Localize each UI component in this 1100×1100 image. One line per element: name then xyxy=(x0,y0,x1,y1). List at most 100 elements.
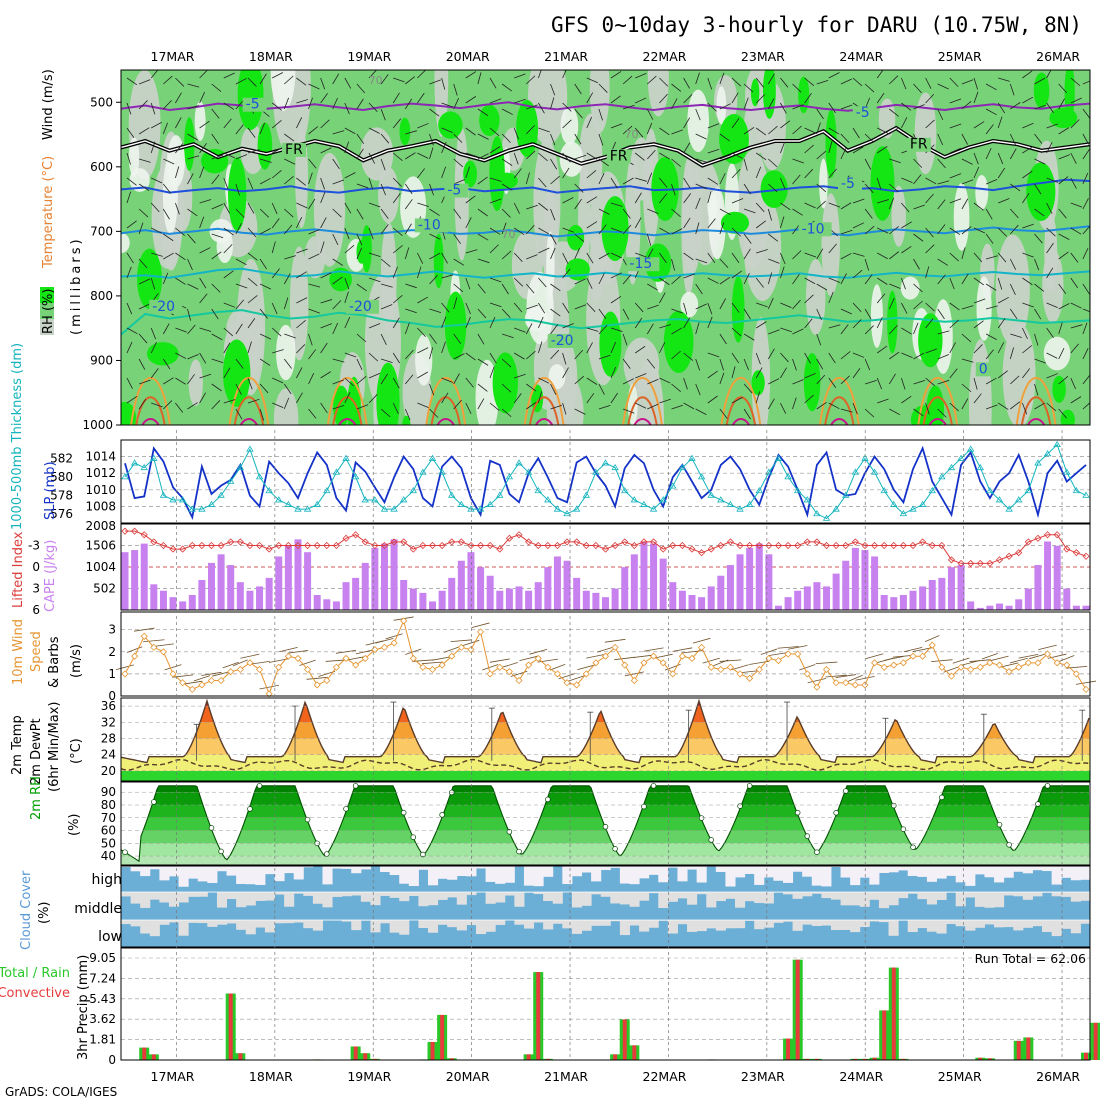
warm-isotherm xyxy=(627,396,658,425)
rh-dry-region xyxy=(891,185,906,247)
wind-barb xyxy=(913,158,923,168)
wind-barb xyxy=(453,283,464,293)
wind-barb xyxy=(1070,97,1082,104)
rh-point xyxy=(602,824,609,830)
cape-bar xyxy=(871,556,879,610)
rh-moist-region xyxy=(918,313,943,368)
slp-frame xyxy=(120,439,1091,524)
li-point xyxy=(573,538,581,546)
cape-bar xyxy=(736,554,744,610)
cape-bar xyxy=(1044,541,1052,610)
cloud-clear-cell xyxy=(533,866,544,887)
wind-barb xyxy=(998,77,1010,82)
wind-barb xyxy=(477,176,488,185)
precip-convective-bar xyxy=(622,1019,627,1060)
wind-barb xyxy=(272,349,284,354)
wind-barb xyxy=(828,72,840,79)
cloud-clear-cell xyxy=(1013,920,1024,931)
wind-barb xyxy=(719,258,729,269)
wind-barb xyxy=(574,198,582,210)
rh-moist-region xyxy=(887,290,898,354)
wind-barb xyxy=(889,183,899,193)
precip-convective-bar xyxy=(872,1057,877,1060)
wind-barb xyxy=(235,99,245,110)
wind-barb xyxy=(816,358,824,370)
pressure-tick-label: 800 xyxy=(90,289,113,303)
cloud-clear-cell xyxy=(735,920,746,929)
surface-barb xyxy=(596,646,615,653)
wind-barb xyxy=(138,158,151,163)
wind-barb xyxy=(465,249,478,254)
thickness-point xyxy=(188,505,196,512)
wind-barb xyxy=(513,152,519,165)
wind-barb xyxy=(671,129,683,135)
wind-barb xyxy=(151,121,162,129)
wind-barb xyxy=(211,108,220,119)
cape-bar xyxy=(726,565,734,610)
thickness-point xyxy=(851,468,860,475)
wind-barb xyxy=(550,404,563,410)
surface-barb xyxy=(143,639,165,643)
wind-barb xyxy=(671,183,676,196)
precip-convective-bar xyxy=(1026,1037,1031,1060)
wind-barb xyxy=(175,143,184,154)
wind-barb xyxy=(792,125,802,135)
wind-barb xyxy=(1082,402,1090,410)
wind-barb xyxy=(477,133,489,140)
wind-barb xyxy=(1058,233,1070,241)
wind-barb xyxy=(949,342,956,354)
wind-barb xyxy=(913,174,922,185)
wind-barb xyxy=(913,204,925,210)
wind-barb xyxy=(889,251,900,260)
wind-barb xyxy=(308,97,313,110)
cape-bar xyxy=(1082,605,1090,610)
wind-barb xyxy=(743,308,751,320)
wind-barb xyxy=(767,272,773,285)
wind-barb xyxy=(211,233,224,239)
wind-tick-label: 2 xyxy=(108,645,116,659)
cloud-clear-cell xyxy=(725,892,736,899)
wind-barb xyxy=(804,168,814,179)
rh-tick-label: 40 xyxy=(101,849,116,863)
wind-barb xyxy=(792,328,804,335)
wind-barb xyxy=(695,222,700,235)
cloud-clear-cell xyxy=(610,892,621,904)
wind-barb xyxy=(465,152,478,158)
thickness-point xyxy=(419,468,427,475)
cloud-clear-cell xyxy=(715,866,726,872)
wind-barb xyxy=(320,147,332,154)
wind-barb xyxy=(550,247,556,260)
wind-barb xyxy=(804,318,813,329)
wind-barb xyxy=(925,93,935,104)
cloud-clear-cell xyxy=(687,866,698,870)
wind-barb xyxy=(743,273,750,285)
wind-barb xyxy=(780,202,791,211)
wind-barb xyxy=(1058,303,1070,310)
surface-barb xyxy=(182,680,203,685)
wind-barb xyxy=(889,351,900,360)
cloud-clear-cell xyxy=(475,920,487,935)
rh-very-dry-region xyxy=(975,174,989,210)
wind-barb xyxy=(852,269,863,279)
thickness-point xyxy=(409,486,418,494)
wind-barb xyxy=(235,283,248,289)
wind-barb xyxy=(695,322,700,335)
rh-point xyxy=(891,802,897,809)
wind-barb xyxy=(138,398,147,410)
cloud-clear-cell xyxy=(332,892,343,897)
rh-dry-region xyxy=(380,222,397,334)
thickness-point xyxy=(649,505,658,512)
contour-label-bg xyxy=(282,142,307,157)
thickness-point xyxy=(601,459,610,466)
wind-barb xyxy=(526,350,536,360)
wind-barb xyxy=(768,378,780,385)
wind-barb xyxy=(1058,176,1069,185)
li-point xyxy=(601,545,610,553)
wind-speed-point xyxy=(1034,659,1042,667)
rh-point xyxy=(343,806,349,812)
cloud-clear-cell xyxy=(178,892,189,903)
wind-barb xyxy=(477,153,489,160)
wind-barb xyxy=(162,122,168,135)
wind-barb xyxy=(646,108,654,120)
label-wind-units: (m/s) xyxy=(69,644,84,678)
